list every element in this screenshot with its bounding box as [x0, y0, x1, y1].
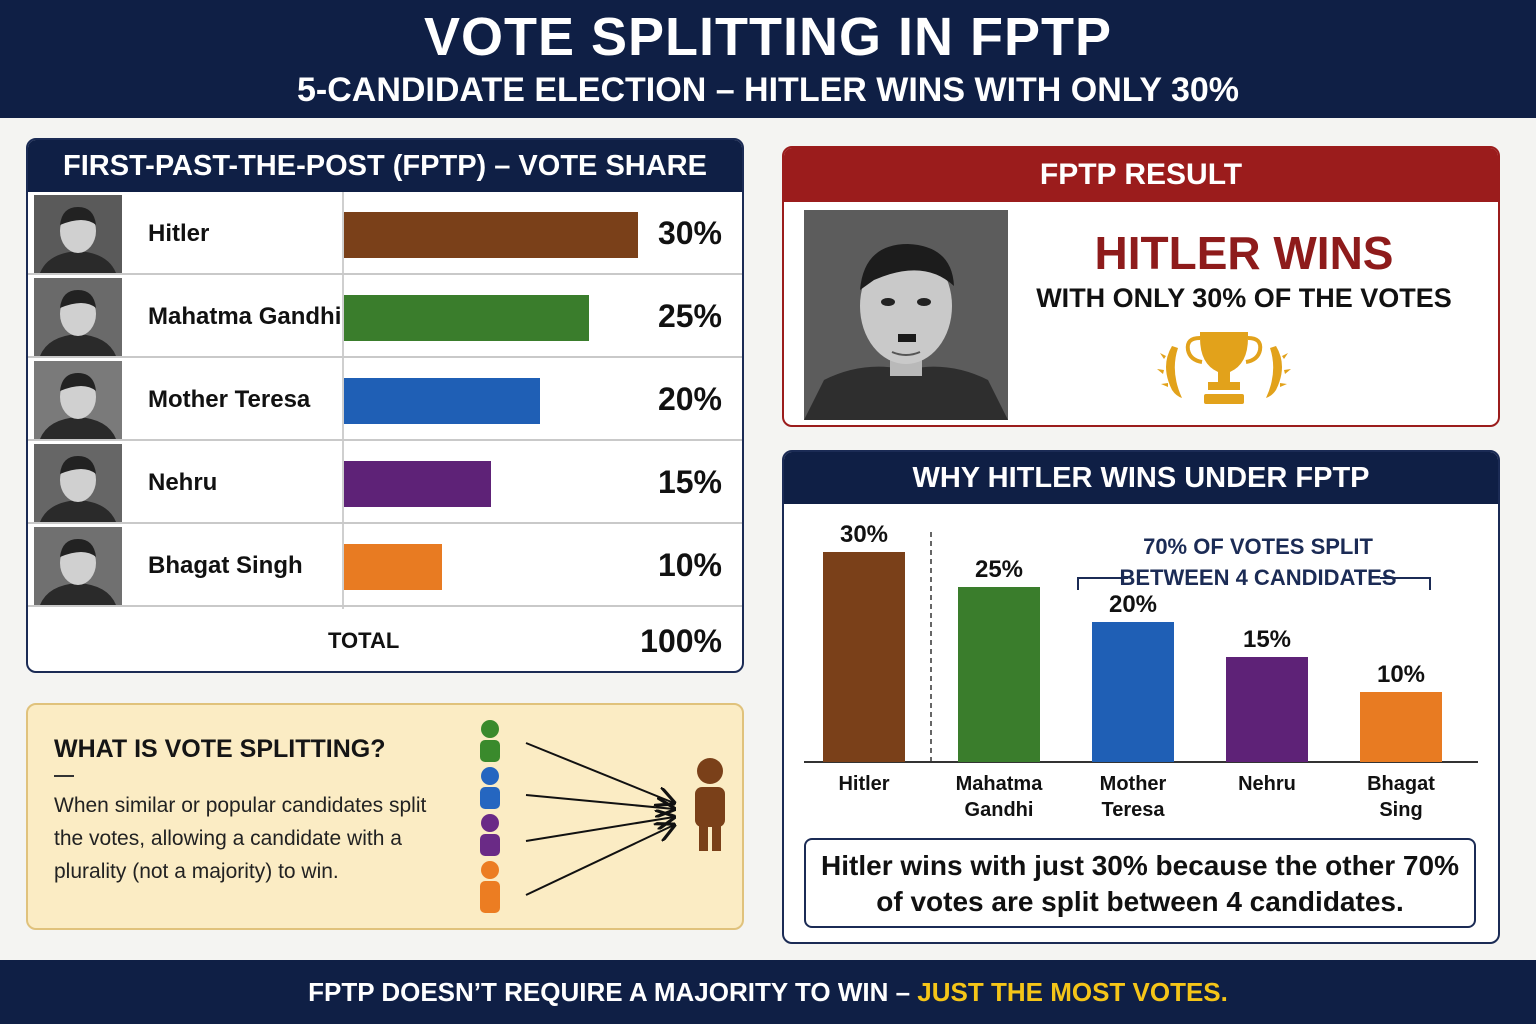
- voter-icon-orange: [480, 861, 500, 913]
- column-bar: [823, 552, 905, 762]
- column-category-label: Mahatma: [956, 773, 1044, 795]
- footer-banner: FPTP DOESN’T REQUIRE A MAJORITY TO WIN –…: [0, 960, 1536, 1024]
- vote-percent: 25%: [657, 298, 722, 334]
- table-row: Mother Teresa 20%: [28, 358, 742, 441]
- split-bracket: [1077, 577, 1431, 590]
- voter-icon-blue: [480, 767, 500, 809]
- winner-portrait: [804, 210, 1008, 420]
- candidate-photo: [34, 527, 122, 605]
- winner-subline: WITH ONLY 30% OF THE VOTES: [1036, 283, 1452, 313]
- vote-bar: [344, 295, 589, 341]
- total-row: TOTAL 100%: [28, 610, 742, 671]
- vote-percent: 20%: [657, 381, 722, 417]
- table-row: Bhagat Singh 10%: [28, 524, 742, 607]
- voter-icon-purple: [480, 814, 500, 856]
- page-title: VOTE SPLITTING IN FPTP: [423, 7, 1113, 67]
- column-category-label: Teresa: [1101, 799, 1165, 821]
- table-divider: [342, 192, 344, 609]
- total-value: 100%: [640, 623, 722, 659]
- vote-percent: 10%: [657, 547, 722, 583]
- why-hitler-wins-panel: WHY HITLER WINS UNDER FPTP 70% OF VOTES …: [782, 450, 1500, 944]
- column-category-label: Hitler: [838, 773, 889, 795]
- candidate-photo: [34, 361, 122, 439]
- column-category-label: Nehru: [1238, 773, 1296, 795]
- voters-merging-icon: [480, 720, 725, 913]
- total-label: TOTAL: [328, 628, 400, 653]
- summary-box: Hitler wins with just 30% because the ot…: [804, 838, 1476, 928]
- voter-icon-green: [480, 720, 500, 762]
- vote-bar: [344, 461, 491, 507]
- column-value-label: 30%: [840, 521, 888, 548]
- split-annotation-line1: 70% OF VOTES SPLIT: [1143, 534, 1373, 559]
- column-value-label: 20%: [1109, 591, 1157, 618]
- candidate-photo: [34, 195, 122, 273]
- column-category-label: Mother: [1100, 773, 1167, 795]
- column-value-label: 15%: [1243, 626, 1291, 653]
- fptp-result-panel: FPTP RESULT HITLER WINS WITH ONLY 30% OF…: [782, 146, 1500, 427]
- table-row: Nehru 15%: [28, 441, 742, 524]
- vote-splitting-panel: WHAT IS VOTE SPLITTING? When similar or …: [26, 703, 744, 930]
- candidate-name: Bhagat Singh: [148, 552, 303, 579]
- column-bar: [1092, 622, 1174, 762]
- footer-highlight: JUST THE MOST VOTES.: [917, 977, 1228, 1007]
- vote-share-column-chart: 70% OF VOTES SPLIT BETWEEN 4 CANDIDATES 30…: [804, 521, 1478, 821]
- vote-splitting-text: When similar or popular candidates split…: [54, 794, 427, 883]
- vote-percent: 30%: [657, 215, 722, 251]
- column-category-label: Sing: [1379, 799, 1422, 821]
- candidate-name: Mahatma Gandhi: [148, 303, 342, 330]
- vote-share-panel: FIRST-PAST-THE-POST (FPTP) – VOTE SHARE …: [26, 138, 744, 673]
- vote-bar: [344, 212, 638, 258]
- trophy-icon: [1157, 332, 1291, 404]
- vote-bar: [344, 544, 442, 590]
- footer-text: FPTP DOESN’T REQUIRE A MAJORITY TO WIN –: [308, 977, 918, 1007]
- candidate-name: Nehru: [148, 469, 218, 496]
- vote-share-title: FIRST-PAST-THE-POST (FPTP) – VOTE SHARE: [28, 140, 742, 192]
- candidate-photo: [34, 278, 122, 356]
- divider: [54, 775, 74, 777]
- column-bar: [1226, 657, 1308, 762]
- column-category-label: Gandhi: [965, 799, 1034, 821]
- candidate-photo: [34, 444, 122, 522]
- column-category-label: Bhagat: [1367, 773, 1435, 795]
- header: VOTE SPLITTING IN FPTP 5-CANDIDATE ELECT…: [0, 0, 1536, 118]
- winner-headline: HITLER WINS: [1094, 227, 1394, 279]
- candidate-name: Mother Teresa: [148, 386, 311, 413]
- winner-icon-brown: [695, 758, 725, 851]
- candidate-name: Hitler: [148, 220, 210, 247]
- page-subtitle: 5-CANDIDATE ELECTION – HITLER WINS WITH …: [296, 71, 1239, 109]
- vote-splitting-title: WHAT IS VOTE SPLITTING?: [54, 735, 386, 763]
- vote-percent: 15%: [657, 464, 722, 500]
- column-value-label: 10%: [1377, 661, 1425, 688]
- split-annotation-line2: BETWEEN 4 CANDIDATES: [1119, 565, 1396, 590]
- vote-bar: [344, 378, 540, 424]
- column-bar: [958, 587, 1040, 762]
- column-bar: [1360, 692, 1442, 762]
- table-row: Mahatma Gandhi 25%: [28, 275, 742, 358]
- why-title: WHY HITLER WINS UNDER FPTP: [784, 452, 1498, 504]
- fptp-result-title: FPTP RESULT: [784, 148, 1498, 202]
- table-row: Hitler 30%: [28, 192, 742, 275]
- column-value-label: 25%: [975, 556, 1023, 583]
